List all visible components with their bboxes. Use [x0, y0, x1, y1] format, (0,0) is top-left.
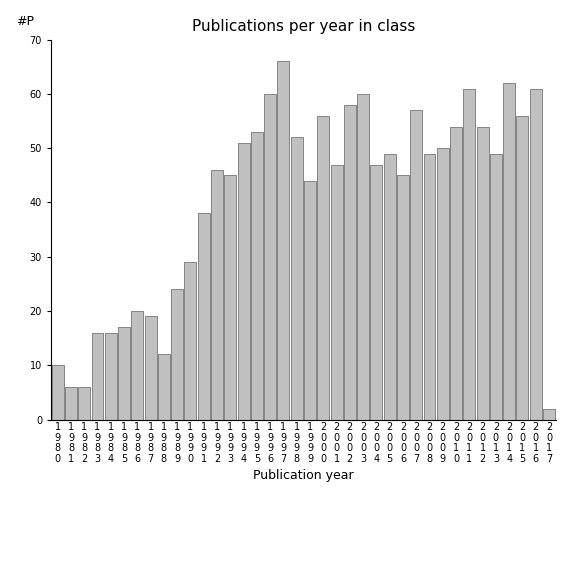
- Bar: [65, 387, 77, 420]
- Bar: [118, 327, 130, 420]
- Bar: [517, 116, 528, 420]
- Bar: [477, 126, 489, 420]
- Bar: [105, 333, 117, 420]
- Bar: [211, 170, 223, 420]
- Bar: [530, 88, 541, 420]
- Bar: [384, 154, 396, 420]
- Bar: [291, 137, 303, 420]
- Bar: [145, 316, 156, 420]
- Bar: [370, 164, 382, 420]
- Bar: [424, 154, 435, 420]
- Bar: [264, 94, 276, 420]
- Bar: [171, 289, 183, 420]
- Bar: [304, 181, 316, 420]
- Bar: [331, 164, 342, 420]
- Bar: [344, 105, 356, 420]
- Bar: [463, 88, 475, 420]
- Bar: [277, 61, 289, 420]
- Bar: [357, 94, 369, 420]
- Bar: [490, 154, 502, 420]
- Bar: [52, 365, 64, 420]
- Bar: [91, 333, 104, 420]
- Text: #P: #P: [16, 15, 33, 28]
- Title: Publications per year in class: Publications per year in class: [192, 19, 415, 35]
- Bar: [78, 387, 90, 420]
- Bar: [411, 110, 422, 420]
- Bar: [450, 126, 462, 420]
- Bar: [132, 311, 143, 420]
- Bar: [397, 175, 409, 420]
- Bar: [318, 116, 329, 420]
- Bar: [225, 175, 236, 420]
- Bar: [251, 132, 263, 420]
- X-axis label: Publication year: Publication year: [253, 469, 354, 482]
- Bar: [503, 83, 515, 420]
- Bar: [437, 148, 448, 420]
- Bar: [238, 143, 249, 420]
- Bar: [184, 262, 196, 420]
- Bar: [543, 409, 555, 420]
- Bar: [198, 213, 210, 420]
- Bar: [158, 354, 170, 420]
